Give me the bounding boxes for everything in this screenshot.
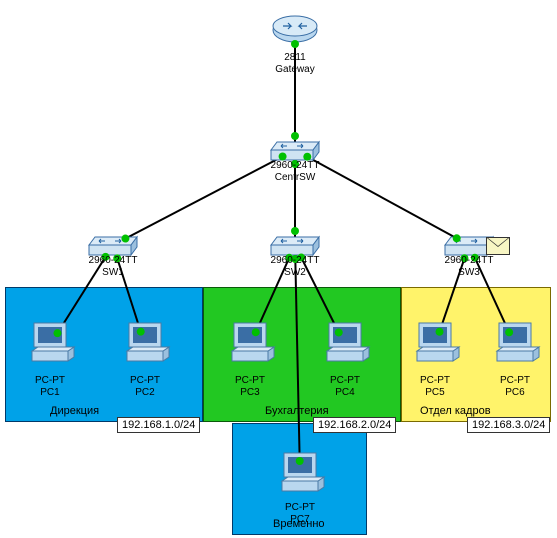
centrsw-name: CentrSW bbox=[275, 172, 316, 183]
sw2-label: 2960-24TT SW2 bbox=[265, 255, 325, 279]
zone-accounting-subnet: 192.168.2.0/24 bbox=[313, 417, 396, 433]
centrsw-model: 2960-24TT bbox=[271, 160, 320, 171]
pc1-label: PC-PTPC1 bbox=[20, 375, 80, 399]
zone-accounting bbox=[203, 287, 401, 422]
zone-direction-subnet: 192.168.1.0/24 bbox=[117, 417, 200, 433]
sw3-label: 2960-24TT SW3 bbox=[439, 255, 499, 279]
pc4-label: PC-PTPC4 bbox=[315, 375, 375, 399]
gateway-name: Gateway bbox=[275, 64, 314, 75]
sw1-label: 2960-24TT SW1 bbox=[83, 255, 143, 279]
pc2-label: PC-PTPC2 bbox=[115, 375, 175, 399]
zone-hr bbox=[401, 287, 551, 422]
zone-direction-label: Дирекция bbox=[50, 405, 99, 417]
centrsw-label: 2960-24TT CentrSW bbox=[265, 160, 325, 184]
sw1-model: 2960-24TT bbox=[89, 255, 138, 266]
zone-accounting-label: Бухгалтерия bbox=[265, 405, 329, 417]
pc7-label: PC-PTPC7 bbox=[270, 502, 330, 526]
zone-direction bbox=[5, 287, 203, 422]
sw2-name: SW2 bbox=[284, 267, 306, 278]
zone-hr-label: Отдел кадров bbox=[420, 405, 491, 417]
packet-envelope-icon bbox=[486, 237, 510, 255]
sw3-name: SW3 bbox=[458, 267, 480, 278]
pc3-label: PC-PTPC3 bbox=[220, 375, 280, 399]
sw1-name: SW1 bbox=[102, 267, 124, 278]
sw3-model: 2960-24TT bbox=[445, 255, 494, 266]
pc6-label: PC-PTPC6 bbox=[485, 375, 545, 399]
zone-hr-subnet: 192.168.3.0/24 bbox=[467, 417, 550, 433]
gateway-model: 2811 bbox=[284, 52, 306, 63]
gateway-label: 2811 Gateway bbox=[265, 52, 325, 76]
pc5-label: PC-PTPC5 bbox=[405, 375, 465, 399]
sw2-model: 2960-24TT bbox=[271, 255, 320, 266]
